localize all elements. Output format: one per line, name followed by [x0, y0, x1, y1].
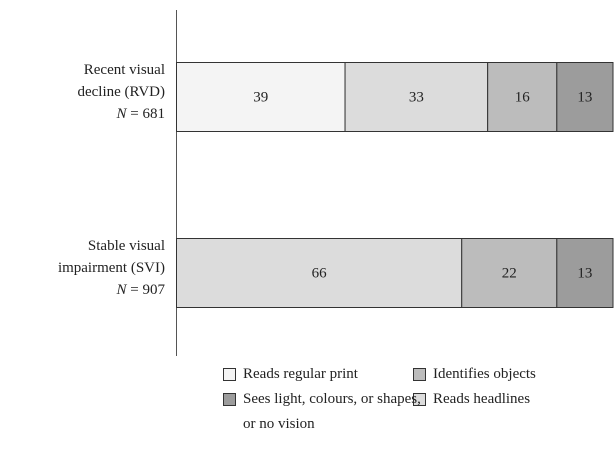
bar-segment — [461, 238, 558, 308]
bar-segment — [556, 62, 614, 132]
value-label: 66 — [311, 265, 327, 281]
sample-size-label: N = 907 — [116, 282, 165, 298]
bar-segment — [344, 62, 489, 132]
bar-segment — [556, 238, 614, 308]
legend-label: Identifies objects — [433, 366, 536, 382]
legend-label: Reads headlines — [433, 391, 531, 407]
legend-swatch — [413, 393, 426, 406]
value-label: 13 — [577, 265, 593, 281]
legend-swatch — [223, 368, 236, 381]
legend-swatch — [223, 393, 236, 406]
value-label: 13 — [577, 89, 593, 105]
value-label: 16 — [514, 89, 530, 105]
bar-segment — [176, 62, 346, 132]
bar-segment — [487, 62, 558, 132]
category-label: Stable visual impairment (SVI) — [57, 238, 165, 276]
category-label: Recent visual decline (RVD) — [77, 62, 165, 100]
value-label: 22 — [501, 265, 517, 281]
value-label: 39 — [253, 89, 269, 105]
legend-swatch — [413, 368, 426, 381]
legend-label: Reads regular print — [243, 366, 358, 382]
value-label: 33 — [408, 89, 424, 105]
sample-size-label: N = 681 — [116, 106, 165, 122]
legend-label: Sees light, colours, or shapes, or no vi… — [243, 391, 421, 432]
